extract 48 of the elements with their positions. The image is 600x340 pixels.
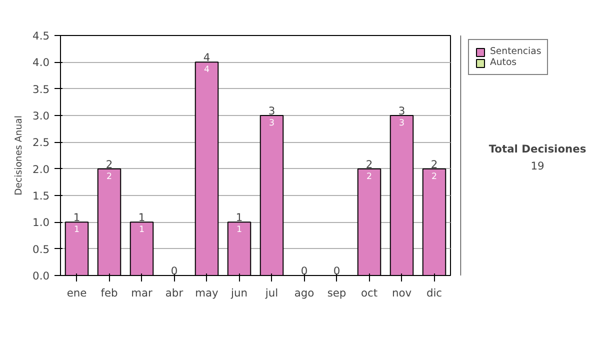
- total-label: 1: [73, 211, 80, 224]
- data-label: 3: [268, 118, 275, 128]
- total-label: 2: [106, 158, 113, 171]
- total-label: 1: [236, 211, 243, 224]
- y-tick-label: 3.5: [32, 82, 50, 96]
- x-tick-label: feb: [100, 286, 118, 300]
- data-label: 1: [74, 225, 80, 236]
- total-label: 3: [268, 104, 276, 118]
- x-tick-label: ene: [66, 286, 87, 300]
- total-label: 4: [203, 51, 210, 64]
- x-tick-label: ago: [294, 286, 314, 300]
- data-label: 1: [138, 225, 145, 236]
- x-tick-label: nov: [392, 286, 412, 300]
- y-tick-label: 1.5: [32, 190, 50, 202]
- x-tick-label: sep: [327, 286, 346, 300]
- y-tick-label: 3.0: [32, 110, 50, 122]
- legend-label: Sentencias: [490, 46, 542, 57]
- y-tick-label: 1.0: [32, 216, 50, 230]
- y-tick-label: 4.0: [32, 56, 50, 70]
- data-label: 1: [236, 225, 242, 236]
- total-label: 2: [430, 158, 438, 171]
- total-label: 2: [366, 158, 373, 171]
- x-tick-label: oct: [360, 286, 378, 300]
- data-label: 2: [366, 172, 372, 182]
- y-tick-label: 0.5: [32, 242, 50, 256]
- x-tick-label: abr: [165, 286, 184, 300]
- y-axis-title: Decisiones Anual: [14, 116, 25, 196]
- data-label: 4: [204, 65, 210, 76]
- legend-label: Autos: [490, 57, 517, 68]
- x-tick-label: mar: [131, 286, 154, 300]
- total-label: 0: [333, 264, 340, 278]
- text: 19: [530, 160, 544, 173]
- total-label: 0: [300, 264, 308, 278]
- data-label: 3: [398, 118, 405, 128]
- x-tick-label: dic: [426, 286, 442, 300]
- x-tick-label: may: [195, 286, 218, 300]
- y-tick-label: 4.5: [32, 30, 50, 42]
- data-label: 2: [106, 172, 112, 182]
- y-tick-label: 2.5: [32, 136, 50, 150]
- total-label: 3: [398, 104, 406, 118]
- y-tick-label: 0.0: [32, 270, 50, 282]
- total-label: 0: [170, 264, 178, 278]
- y-tick-label: 2.0: [32, 162, 50, 176]
- total-label: 1: [138, 211, 146, 224]
- data-label: 2: [431, 172, 438, 182]
- x-tick-label: jul: [264, 286, 278, 300]
- text: Total Decisiones: [488, 142, 586, 156]
- x-tick-label: jun: [230, 286, 248, 300]
